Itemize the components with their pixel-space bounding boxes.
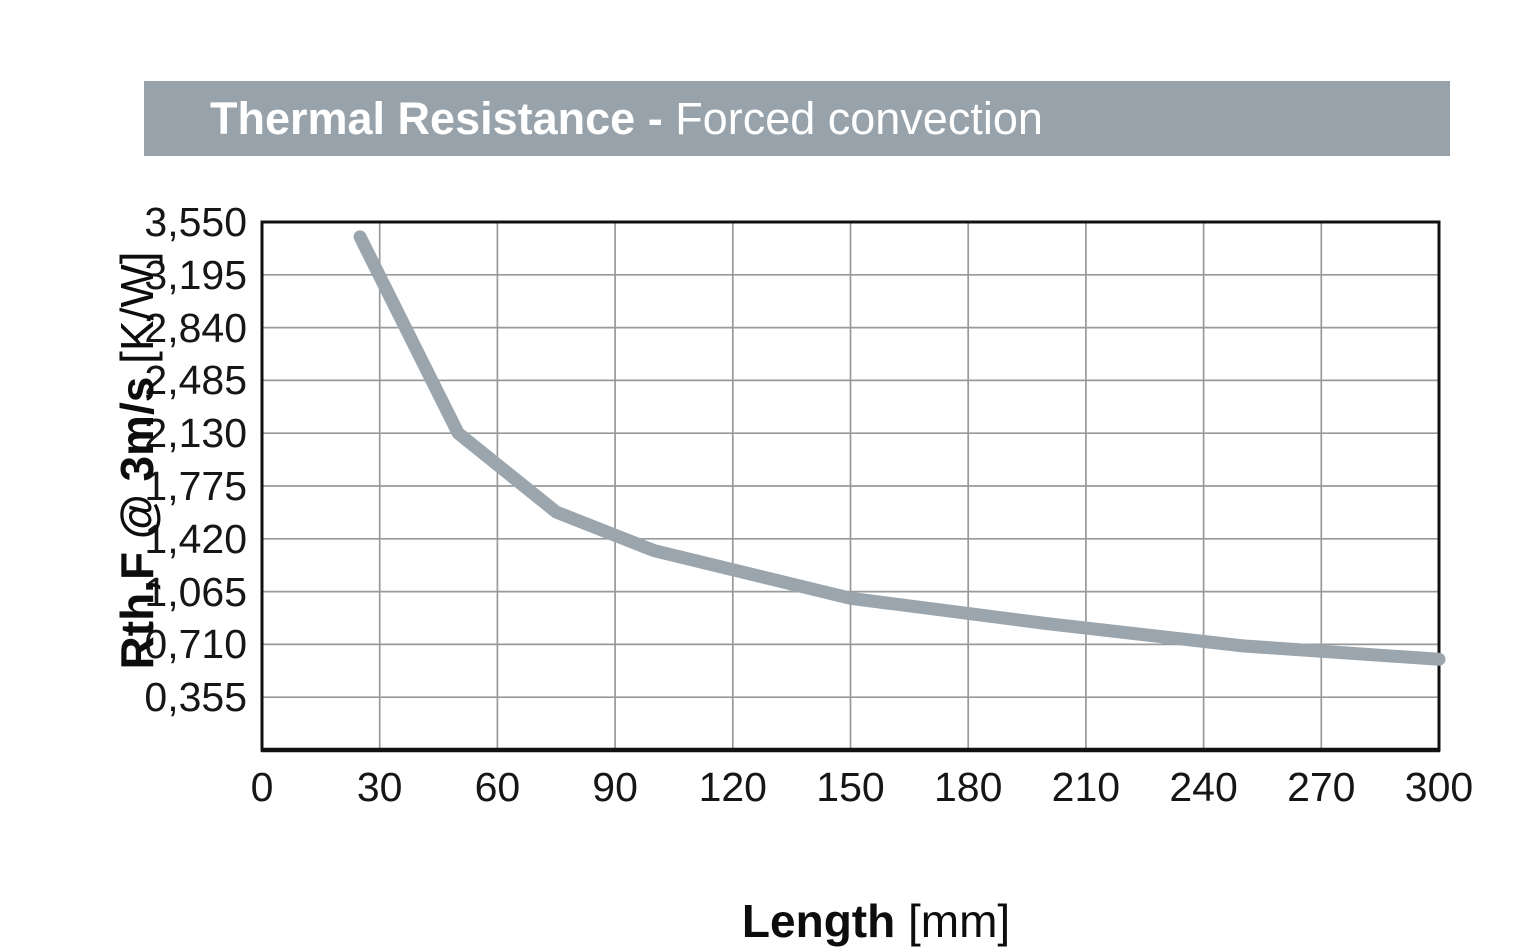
y-tick-label: 2,840 <box>144 304 247 351</box>
chart-title-bold: Thermal Resistance - <box>210 92 676 144</box>
x-tick-label: 300 <box>1404 764 1474 810</box>
y-tick-label: 1,775 <box>144 463 247 509</box>
x-tick-label: 90 <box>592 764 638 810</box>
y-tick-label: 2,485 <box>144 357 247 404</box>
y-axis-title: Rth,F @ 3m/s [K/W] <box>47 186 163 786</box>
y-tick-label: 0,355 <box>144 674 247 721</box>
x-tick-label: 150 <box>816 764 885 810</box>
series-line <box>353 230 1446 666</box>
x-axis-title-unit: [mm] <box>895 895 1011 947</box>
y-tick-label: 3,550 <box>144 199 247 245</box>
y-axis-title-bold: Rth,F @ 3m/s <box>111 376 163 670</box>
y-tick-label: 1,420 <box>144 515 247 562</box>
x-tick-label: 60 <box>474 764 521 810</box>
y-tick-label: 3,195 <box>144 251 247 298</box>
x-tick-label: 270 <box>1287 764 1356 810</box>
y-tick-label: 1,065 <box>144 568 247 615</box>
x-tick-label: 120 <box>698 764 767 810</box>
chart-title-bar: Thermal Resistance - Forced convection <box>144 81 1450 156</box>
x-tick-label: 30 <box>356 764 403 810</box>
x-axis-title-bold: Length <box>741 895 896 947</box>
x-tick-label: 180 <box>933 764 1003 810</box>
y-tick-label: 0,710 <box>144 621 247 668</box>
x-axis-title: Length [mm] <box>262 840 1439 947</box>
y-tick-label: 2,130 <box>144 410 247 457</box>
x-tick-label: 210 <box>1051 764 1121 810</box>
x-tick-label: 240 <box>1169 764 1238 810</box>
y-axis-title-unit: [K/W] <box>111 251 163 377</box>
x-tick-label: 0 <box>250 764 274 810</box>
chart-title-regular: Forced convection <box>675 92 1043 144</box>
